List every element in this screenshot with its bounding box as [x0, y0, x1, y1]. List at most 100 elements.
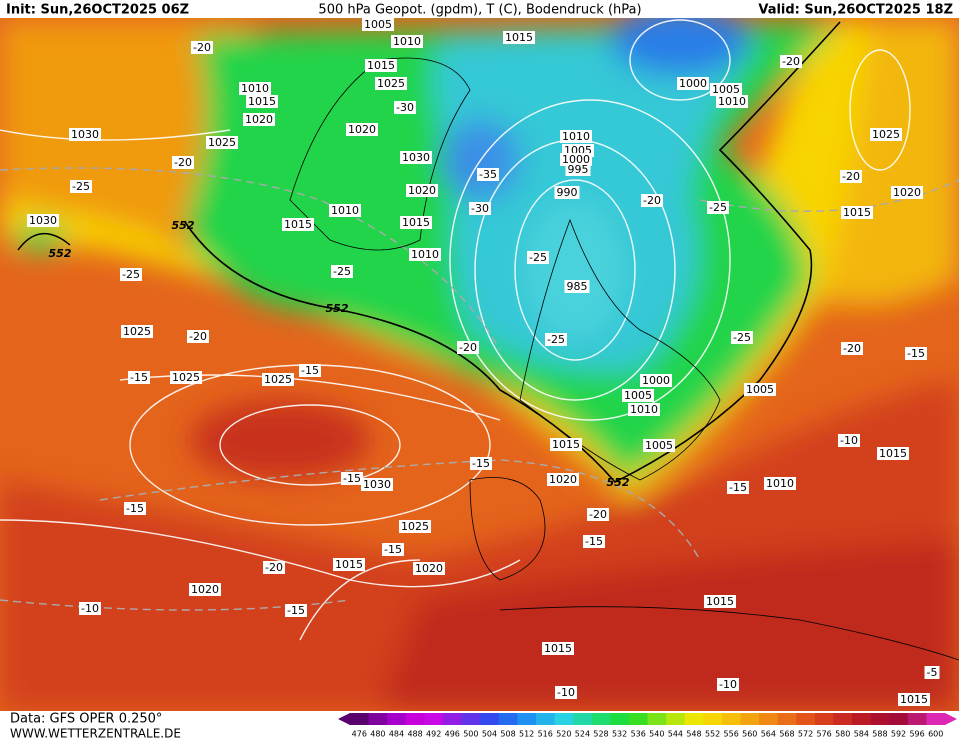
pressure-label: 1000 [562, 153, 590, 166]
pressure-label: 1025 [208, 136, 236, 149]
temperature-label: -10 [717, 678, 739, 691]
geopotential-552 [184, 21, 841, 483]
geopotential-label: 552 [49, 247, 72, 260]
colorbar-label: 596 [909, 730, 924, 739]
pressure-label: 1025 [264, 373, 292, 386]
colorbar-label: 520 [556, 730, 571, 739]
pressure-label: 1030 [402, 151, 430, 164]
temperature-label: -15 [341, 472, 363, 485]
colorbar-label: 540 [649, 730, 664, 739]
colorbar-label: 600 [928, 730, 943, 739]
pressure-label: 1010 [411, 248, 439, 261]
colorbar-label: 512 [519, 730, 534, 739]
temperature-label: -15 [470, 457, 492, 470]
pressure-label: 1020 [893, 186, 921, 199]
pressure-label-box [764, 477, 796, 490]
temperature-label: -10 [79, 602, 101, 615]
colorbar-label: 504 [482, 730, 497, 739]
temperature-label: -25 [331, 265, 353, 278]
pressure-label: 1015 [877, 447, 909, 460]
colorbar-label: 508 [500, 730, 515, 739]
temperature-label: -15 [907, 347, 925, 360]
temperature-label: -20 [843, 342, 861, 355]
pressure-label-box [710, 83, 742, 96]
colorbar-label: 592 [891, 730, 906, 739]
pressure-label: 1030 [29, 214, 57, 227]
temperature-label: -25 [545, 333, 567, 346]
temperature-label: -35 [477, 168, 499, 181]
colorbar-cell [442, 713, 463, 725]
temperature-label: -20 [457, 341, 479, 354]
colorbar-label: 536 [631, 730, 646, 739]
pressure-label: 1000 [679, 77, 707, 90]
temperature-label: -30 [469, 202, 491, 215]
temperature-label-box [587, 508, 609, 521]
geopotential-552 [17, 232, 71, 251]
pressure-label: 1025 [206, 136, 238, 149]
pressure-label: 1015 [841, 206, 873, 219]
pressure-label-box [677, 77, 709, 90]
pressure-label-box [841, 206, 873, 219]
pressure-label-box [189, 583, 221, 596]
pressure-label-box [560, 130, 592, 143]
temperature-label-box [120, 268, 142, 281]
temperature-label: -15 [585, 535, 603, 548]
temperature-label: -10 [840, 434, 858, 447]
temperature-label: -30 [471, 202, 489, 215]
temperature-label-box [382, 543, 404, 556]
colorbar-label: 576 [817, 730, 832, 739]
geopotential-label: 552 [326, 302, 349, 315]
pressure-label: 1005 [362, 18, 394, 31]
pressure-label: 1030 [27, 214, 59, 227]
temperature-label: -20 [193, 41, 211, 54]
pressure-label-box [564, 280, 590, 293]
colorbar-label: 568 [779, 730, 794, 739]
pressure-label: 1025 [170, 371, 202, 384]
temperature-label-box [545, 333, 567, 346]
temperature-label: -25 [120, 268, 142, 281]
temperature-label-box [924, 666, 940, 679]
pressure-label-box [361, 478, 393, 491]
temperature-label-box [838, 434, 860, 447]
colorbar-cell [889, 713, 909, 725]
pressure-label: 1015 [542, 642, 574, 655]
data-source: Data: GFS OPER 0.250° [10, 712, 162, 727]
pressure-label-box [554, 186, 580, 199]
colorbar-label: 528 [593, 730, 608, 739]
colorbar-cell [814, 713, 834, 725]
pressure-label-box [643, 439, 675, 452]
colorbar-label: 580 [835, 730, 850, 739]
pressure-label: 1010 [391, 35, 423, 48]
temperature-label-box [780, 55, 802, 68]
temperature-label: -20 [587, 508, 609, 521]
temperature-label: -15 [905, 347, 927, 360]
pressure-label: 1025 [123, 325, 151, 338]
pressure-label-box [898, 693, 930, 706]
pressure-label: 1025 [870, 128, 902, 141]
pressure-label-box [365, 59, 397, 72]
colorbar-cell [480, 713, 500, 725]
pressure-label: 1015 [248, 95, 276, 108]
pressure-label: 1000 [642, 374, 670, 387]
colorbar-cell [535, 713, 556, 725]
temperature-label: -15 [301, 364, 319, 377]
pressure-label: 1005 [746, 383, 774, 396]
temperature-label-box [717, 678, 739, 691]
pressure-label-box [409, 248, 441, 261]
pressure-label-box [243, 113, 275, 126]
temperature-label: -15 [299, 364, 321, 377]
pressure-label: 1010 [628, 403, 660, 416]
pressure-label: 1020 [191, 583, 219, 596]
pressure-label: 1025 [399, 520, 431, 533]
pressure-label: 990 [554, 186, 580, 199]
pressure-label: 1030 [71, 128, 99, 141]
pressure-label: 1010 [718, 95, 746, 108]
temperature-label-box [79, 602, 101, 615]
temperature-label-box [172, 156, 194, 169]
pressure-label: 1015 [552, 438, 580, 451]
colorbar-label: 488 [407, 730, 422, 739]
colorbar-cell [703, 713, 723, 725]
pressure-label: 1005 [712, 83, 740, 96]
